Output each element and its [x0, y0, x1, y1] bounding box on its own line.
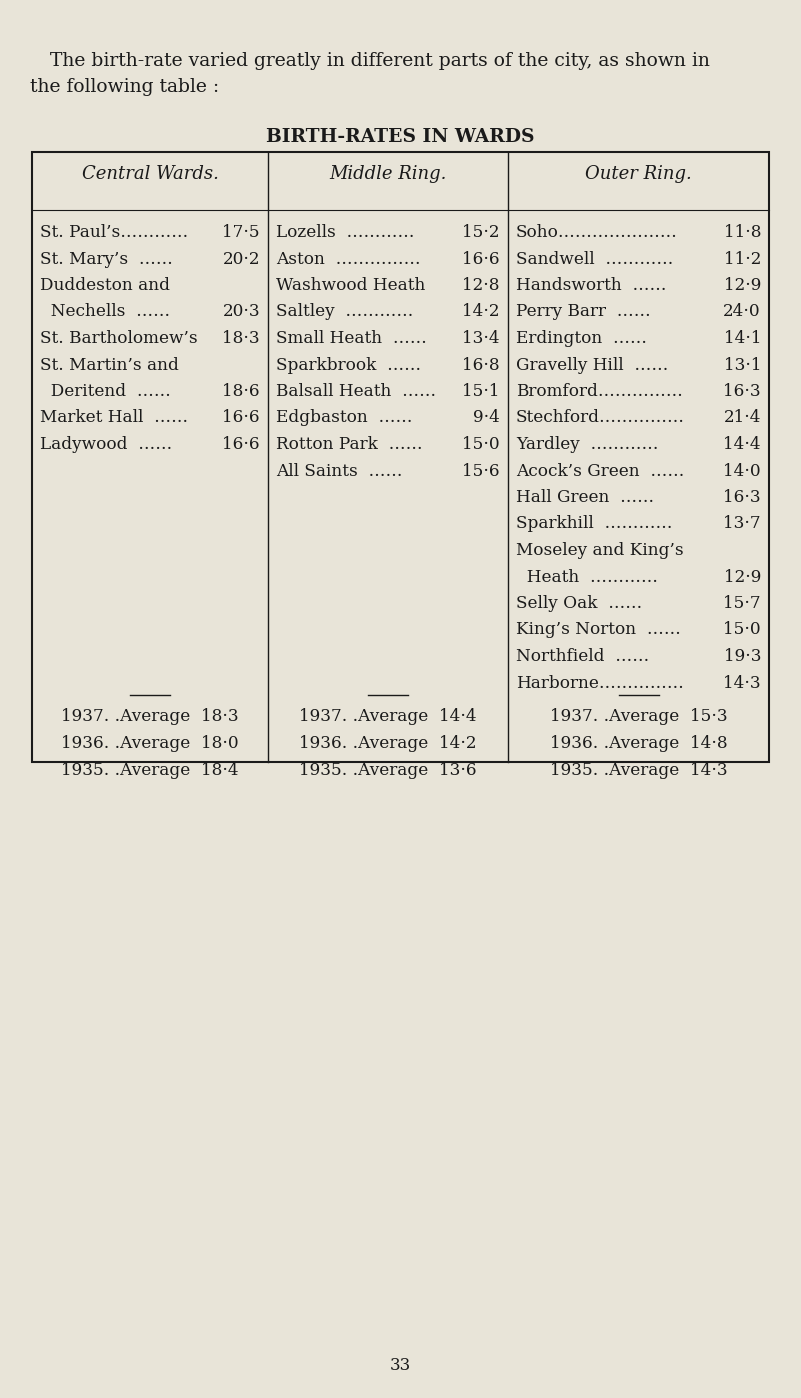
Text: 1935. .Average  13·6: 1935. .Average 13·6 [300, 762, 477, 779]
Text: 14·3: 14·3 [723, 674, 761, 692]
Text: Stechford……………: Stechford…………… [516, 410, 685, 426]
Text: St. Mary’s  ……: St. Mary’s …… [40, 250, 173, 267]
Text: Ladywood  ……: Ladywood …… [40, 436, 172, 453]
Text: Rotton Park  ……: Rotton Park …… [276, 436, 423, 453]
Text: 15·1: 15·1 [462, 383, 500, 400]
Text: Harborne……………: Harborne…………… [516, 674, 684, 692]
Text: 13·1: 13·1 [723, 356, 761, 373]
Text: Yardley  …………: Yardley ………… [516, 436, 658, 453]
Text: Erdington  ……: Erdington …… [516, 330, 647, 347]
Text: 12·9: 12·9 [723, 277, 761, 294]
Text: 12·9: 12·9 [723, 569, 761, 586]
Text: Duddeston and: Duddeston and [40, 277, 170, 294]
Text: Heath  …………: Heath ………… [516, 569, 658, 586]
Text: 20·2: 20·2 [223, 250, 260, 267]
Text: 14·4: 14·4 [723, 436, 761, 453]
Text: Deritend  ……: Deritend …… [40, 383, 171, 400]
Text: Small Heath  ……: Small Heath …… [276, 330, 427, 347]
Text: St. Bartholomew’s: St. Bartholomew’s [40, 330, 198, 347]
Text: Handsworth  ……: Handsworth …… [516, 277, 666, 294]
Text: 14·1: 14·1 [723, 330, 761, 347]
Text: 11·8: 11·8 [723, 224, 761, 240]
Text: 13·4: 13·4 [462, 330, 500, 347]
Text: Balsall Heath  ……: Balsall Heath …… [276, 383, 436, 400]
Text: Washwood Heath: Washwood Heath [276, 277, 425, 294]
Text: Market Hall  ……: Market Hall …… [40, 410, 188, 426]
Text: 1936. .Average  14·8: 1936. .Average 14·8 [549, 735, 727, 752]
Text: Northfield  ……: Northfield …… [516, 649, 650, 665]
Text: 16·6: 16·6 [462, 250, 500, 267]
Text: Gravelly Hill  ……: Gravelly Hill …… [516, 356, 668, 373]
Text: 14·2: 14·2 [462, 303, 500, 320]
Bar [32, 152, 769, 762]
Text: 33: 33 [389, 1357, 411, 1374]
Text: Nechells  ……: Nechells …… [40, 303, 170, 320]
Text: Hall Green  ……: Hall Green …… [516, 489, 654, 506]
Text: Bromford……………: Bromford…………… [516, 383, 683, 400]
Text: All Saints  ……: All Saints …… [276, 463, 402, 480]
Text: 16·6: 16·6 [223, 436, 260, 453]
Text: 1935. .Average  14·3: 1935. .Average 14·3 [549, 762, 727, 779]
Text: Middle Ring.: Middle Ring. [329, 165, 447, 183]
Text: 16·3: 16·3 [723, 383, 761, 400]
Text: St. Paul’s…………: St. Paul’s………… [40, 224, 188, 240]
Text: The birth-rate varied greatly in different parts of the city, as shown in: The birth-rate varied greatly in differe… [50, 52, 710, 70]
Text: 16·8: 16·8 [462, 356, 500, 373]
Text: 21·4: 21·4 [723, 410, 761, 426]
Text: 18·6: 18·6 [223, 383, 260, 400]
Text: Perry Barr  ……: Perry Barr …… [516, 303, 650, 320]
Text: Acock’s Green  ……: Acock’s Green …… [516, 463, 684, 480]
Text: Edgbaston  ……: Edgbaston …… [276, 410, 413, 426]
Text: Outer Ring.: Outer Ring. [585, 165, 692, 183]
Text: 20·3: 20·3 [223, 303, 260, 320]
Text: 24·0: 24·0 [723, 303, 761, 320]
Text: 19·3: 19·3 [723, 649, 761, 665]
Text: Lozells  …………: Lozells ………… [276, 224, 414, 240]
Text: Soho…………………: Soho………………… [516, 224, 678, 240]
Text: 15·0: 15·0 [723, 622, 761, 639]
Text: 11·2: 11·2 [723, 250, 761, 267]
Text: 1937. .Average  14·4: 1937. .Average 14·4 [300, 707, 477, 726]
Text: Sandwell  …………: Sandwell ………… [516, 250, 674, 267]
Text: 18·3: 18·3 [223, 330, 260, 347]
Text: Sparkbrook  ……: Sparkbrook …… [276, 356, 421, 373]
Text: 15·0: 15·0 [462, 436, 500, 453]
Text: 17·5: 17·5 [223, 224, 260, 240]
Text: Saltley  …………: Saltley ………… [276, 303, 413, 320]
Text: 1937. .Average  15·3: 1937. .Average 15·3 [549, 707, 727, 726]
Text: 1937. .Average  18·3: 1937. .Average 18·3 [61, 707, 239, 726]
Text: 12·8: 12·8 [462, 277, 500, 294]
Text: 1936. .Average  18·0: 1936. .Average 18·0 [61, 735, 239, 752]
Text: Selly Oak  ……: Selly Oak …… [516, 596, 642, 612]
Text: 13·7: 13·7 [723, 516, 761, 533]
Text: Sparkhill  …………: Sparkhill ………… [516, 516, 673, 533]
Text: 15·6: 15·6 [462, 463, 500, 480]
Text: King’s Norton  ……: King’s Norton …… [516, 622, 681, 639]
Text: 15·7: 15·7 [723, 596, 761, 612]
Text: Moseley and King’s: Moseley and King’s [516, 542, 683, 559]
Text: 1935. .Average  18·4: 1935. .Average 18·4 [61, 762, 239, 779]
Text: Aston  ……………: Aston …………… [276, 250, 421, 267]
Text: 16·6: 16·6 [223, 410, 260, 426]
Text: Central Wards.: Central Wards. [82, 165, 219, 183]
Text: 9·4: 9·4 [473, 410, 500, 426]
Text: 16·3: 16·3 [723, 489, 761, 506]
Text: 1936. .Average  14·2: 1936. .Average 14·2 [300, 735, 477, 752]
Text: the following table :: the following table : [30, 78, 219, 96]
Text: 14·0: 14·0 [723, 463, 761, 480]
Text: 15·2: 15·2 [462, 224, 500, 240]
Text: St. Martin’s and: St. Martin’s and [40, 356, 179, 373]
Text: BIRTH-RATES IN WARDS: BIRTH-RATES IN WARDS [266, 129, 534, 145]
